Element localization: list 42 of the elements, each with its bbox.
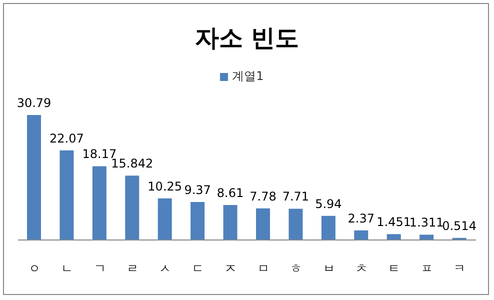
bar bbox=[60, 150, 74, 240]
x-tick-label: ㅎ bbox=[290, 262, 302, 276]
chart-title: 자소 빈도 bbox=[194, 23, 300, 54]
bar bbox=[125, 176, 140, 240]
data-label: 8.61 bbox=[216, 186, 244, 200]
x-tick-label: ㅂ bbox=[322, 262, 335, 276]
x-tick-label: ㄷ bbox=[192, 262, 204, 276]
x-tick-label: ㅅ bbox=[159, 262, 172, 276]
bar bbox=[321, 216, 336, 240]
x-tick-label: ㄴ bbox=[61, 262, 74, 276]
bar bbox=[256, 208, 270, 240]
data-label: 10.25 bbox=[148, 179, 182, 194]
x-tick-label: ㅍ bbox=[420, 262, 433, 276]
data-label: 22.07 bbox=[50, 131, 84, 146]
x-tick-label: ㄱ bbox=[94, 262, 106, 276]
bar bbox=[386, 234, 401, 240]
legend-label: 계열1 bbox=[232, 69, 264, 83]
x-tick-label: ㅊ bbox=[356, 262, 368, 276]
bar bbox=[190, 202, 205, 240]
x-tick-label: ㅌ bbox=[388, 262, 400, 276]
data-label: 5.94 bbox=[315, 196, 342, 211]
data-label: 9.37 bbox=[184, 182, 211, 197]
data-label: 0.514 bbox=[442, 218, 476, 233]
bar bbox=[420, 234, 434, 240]
data-label: 7.78 bbox=[250, 189, 276, 204]
x-tick-label: ㅋ bbox=[454, 262, 466, 276]
bar bbox=[288, 208, 303, 240]
data-label: 30.79 bbox=[16, 96, 52, 110]
x-tick-label: ㅈ bbox=[224, 262, 237, 276]
bar bbox=[158, 198, 172, 240]
x-tick-label: ㅇ bbox=[28, 262, 40, 276]
x-tick-label: ㄹ bbox=[126, 262, 138, 276]
x-tick-label: ㅁ bbox=[257, 262, 270, 276]
bar bbox=[223, 205, 238, 240]
data-label: 15.842 bbox=[111, 156, 154, 171]
data-label: 2.37 bbox=[348, 211, 374, 226]
data-label: 1.311 bbox=[409, 216, 444, 230]
data-label: 7.71 bbox=[282, 190, 310, 204]
bar bbox=[92, 166, 106, 240]
bar bbox=[27, 115, 41, 240]
bar bbox=[354, 230, 368, 240]
data-label: 1.451 bbox=[376, 215, 412, 230]
